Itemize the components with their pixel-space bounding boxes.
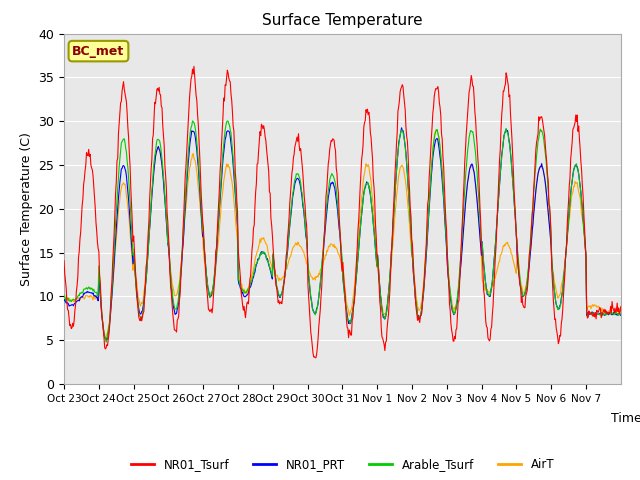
Legend: NR01_Tsurf, NR01_PRT, Arable_Tsurf, AirT: NR01_Tsurf, NR01_PRT, Arable_Tsurf, AirT <box>126 454 559 476</box>
Y-axis label: Surface Temperature (C): Surface Temperature (C) <box>20 132 33 286</box>
Text: BC_met: BC_met <box>72 45 125 58</box>
X-axis label: Time: Time <box>611 412 640 425</box>
Title: Surface Temperature: Surface Temperature <box>262 13 422 28</box>
